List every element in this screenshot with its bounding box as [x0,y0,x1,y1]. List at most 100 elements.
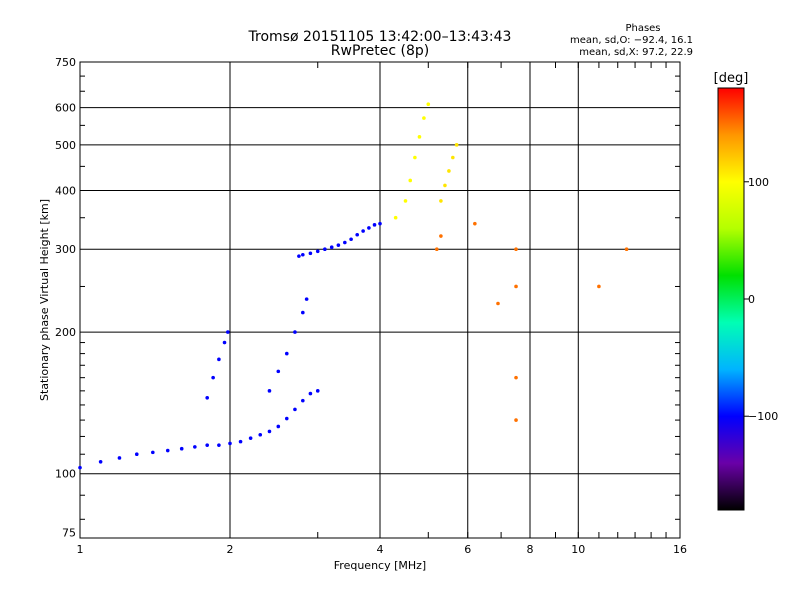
data-point [78,465,82,470]
data-point [443,183,447,188]
phases-line-x: mean, sd,X: 97.2, 22.9 [579,47,693,58]
y-tick-label: 200 [55,326,76,339]
data-point [222,340,227,345]
data-point [361,229,365,233]
data-point [308,391,313,396]
y-tick-label: 75 [62,526,76,539]
data-point [315,249,320,254]
data-point [426,102,431,107]
data-point [301,252,305,257]
data-point [179,446,184,451]
colorbar-label: [deg] [714,71,749,86]
y-tick-label: 600 [55,102,76,115]
data-point [378,221,382,226]
data-point [514,247,518,252]
data-point [343,240,347,245]
data-point [417,135,422,139]
data-point [297,254,301,258]
data-points [78,102,629,470]
data-point [473,221,477,226]
data-point [301,398,305,403]
data-point [439,199,443,203]
data-point [372,223,377,227]
data-point [238,439,243,444]
data-point [117,456,122,460]
x-tick-label: 2 [227,543,234,556]
chart-subtitle: RwPretec (8p) [331,43,429,59]
data-point [308,251,313,256]
data-point [315,389,320,393]
data-point [514,375,518,380]
data-point [134,452,139,457]
x-tick-label: 6 [464,543,471,556]
data-point [205,443,209,447]
colorbar [717,87,745,511]
data-point [304,297,309,301]
x-tick-label: 4 [377,543,384,556]
data-point [284,351,289,356]
data-point [205,395,209,400]
data-point [284,416,289,421]
data-point [258,432,263,437]
x-tick-label: 16 [673,543,687,556]
colorbar-ticks: 100 0 −100 [744,176,778,423]
data-point [451,155,455,160]
data-point [439,234,443,238]
data-point [98,459,103,464]
colorbar-tick-label: −100 [748,410,778,423]
data-point [228,441,232,446]
phases-title: Phases [625,23,660,34]
data-point [293,407,297,412]
phases-line-o: mean, sd,O: −92.4, 16.1 [570,35,693,46]
data-point [248,436,253,440]
data-point [226,330,230,334]
x-tick-label: 8 [527,543,534,556]
data-point [323,247,327,252]
x-axis-label: Frequency [MHz] [334,559,426,572]
data-point [217,357,221,362]
data-point [408,178,413,183]
data-point [276,424,281,429]
data-point [514,284,518,289]
grid-lines [80,62,680,538]
axis-ticks: 1 2 4 6 8 10 16 75 100 200 300 400 500 600 750 [55,56,687,556]
data-point [217,443,221,447]
data-point [367,226,371,230]
data-point [496,301,500,306]
data-point [597,284,601,289]
data-point [301,310,305,315]
x-tick-label: 10 [571,543,585,556]
data-point [422,116,426,120]
data-point [336,243,341,247]
data-point [293,330,297,334]
data-point [267,389,272,393]
colorbar-tick-label: 100 [748,176,769,189]
data-point [355,232,359,237]
data-point [514,418,518,422]
y-tick-label: 750 [55,56,76,69]
data-point [624,247,629,252]
data-point [151,450,155,455]
data-point [276,369,281,374]
chart-title: Tromsø 20151105 13:42:00–13:43:43 [248,29,512,45]
data-point [329,245,334,249]
data-point [211,375,215,380]
data-point [447,169,451,173]
data-point [454,143,459,147]
data-point [267,429,272,434]
y-tick-label: 400 [55,184,76,197]
y-tick-label: 500 [55,139,76,152]
y-axis-label: Stationary phase Virtual Height [km] [38,199,51,401]
colorbar-tick-label: 0 [748,293,755,306]
x-tick-label: 1 [77,543,84,556]
data-point [193,445,197,449]
data-point [434,247,439,252]
data-point [393,215,398,220]
data-point [165,448,170,453]
data-point [349,237,353,242]
y-tick-label: 100 [55,468,76,481]
y-tick-label: 300 [55,243,76,256]
data-point [403,199,408,203]
data-point [413,155,417,160]
